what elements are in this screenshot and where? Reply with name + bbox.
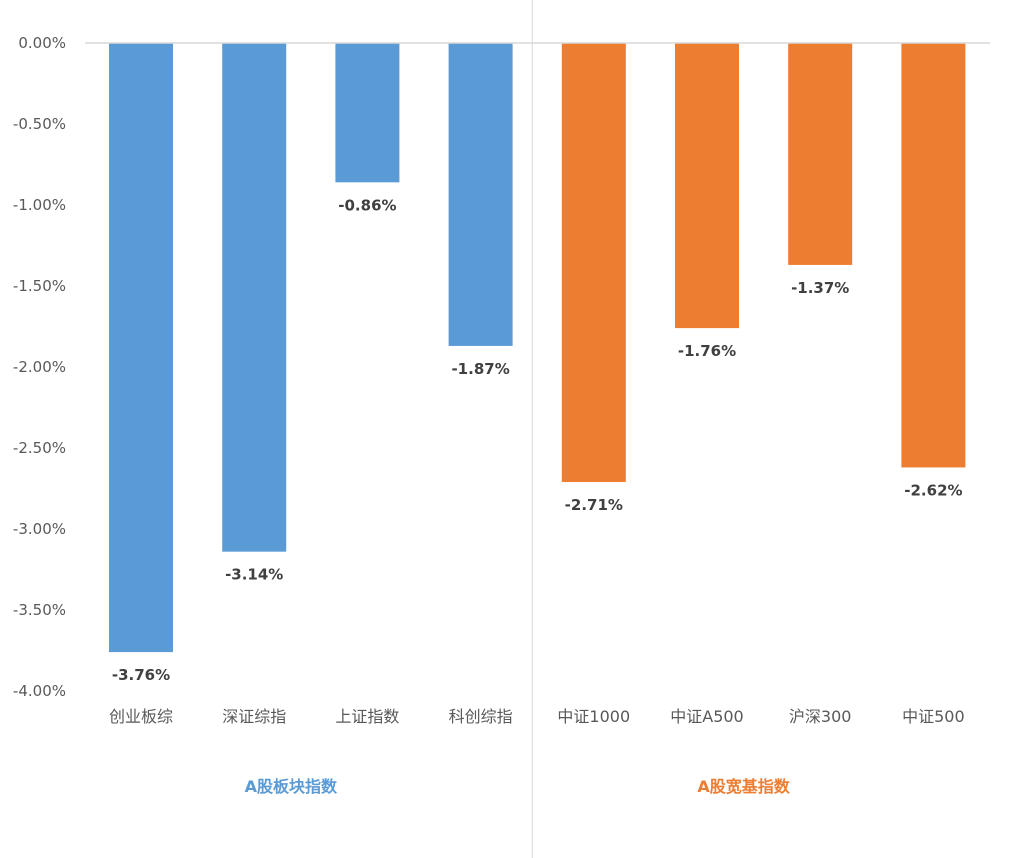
y-tick-label: -3.50% [13, 601, 66, 619]
data-label: -2.71% [565, 496, 623, 514]
data-label: -3.14% [225, 566, 283, 584]
bar-5 [561, 43, 626, 483]
y-tick-label: -1.50% [13, 277, 66, 295]
data-label: -0.86% [338, 196, 396, 214]
group-label: A股宽基指数 [697, 777, 790, 796]
bars-layer [109, 43, 966, 653]
category-label: 中证500 [902, 707, 965, 726]
bar-8 [901, 43, 966, 468]
y-tick-label: 0.00% [18, 34, 66, 52]
data-label: -1.87% [451, 360, 509, 378]
y-tick-label: -4.00% [13, 682, 66, 700]
data-labels-layer: -3.76% -3.14% -0.86% -1.87% -2.71% -1.76% -1.3… [112, 196, 963, 684]
bar-4 [448, 43, 513, 346]
data-label: -2.62% [904, 481, 962, 499]
category-label: 上证指数 [335, 707, 399, 726]
category-label: 中证1000 [557, 707, 630, 726]
category-label: 深证综指 [222, 707, 286, 726]
data-label: -3.76% [112, 666, 170, 684]
y-tick-label: -2.50% [13, 439, 66, 457]
category-label: 科创综指 [449, 707, 513, 726]
data-label: -1.37% [791, 279, 849, 297]
y-tick-labels-layer: 0.00% -0.50% -1.00% -1.50% -2.00% -2.50% -3.00… [13, 34, 66, 700]
bar-7 [788, 43, 853, 265]
category-label: 中证A500 [670, 707, 744, 726]
data-label: -1.76% [678, 342, 736, 360]
group-labels-layer: A股板块指数 A股宽基指数 [245, 777, 791, 796]
y-tick-label: -3.00% [13, 520, 66, 538]
category-label: 创业板综 [109, 707, 173, 726]
y-tick-label: -2.00% [13, 358, 66, 376]
bar-3 [335, 43, 400, 183]
group-label: A股板块指数 [245, 777, 338, 796]
category-labels-layer: 创业板综 深证综指 上证指数 科创综指 中证1000 中证A500 沪深300 中证500 [109, 707, 965, 726]
y-tick-label: -0.50% [13, 115, 66, 133]
y-tick-label: -1.00% [13, 196, 66, 214]
bar-6 [675, 43, 739, 329]
category-label: 沪深300 [789, 707, 852, 726]
bar-2 [222, 43, 287, 552]
bar-1 [109, 43, 173, 653]
